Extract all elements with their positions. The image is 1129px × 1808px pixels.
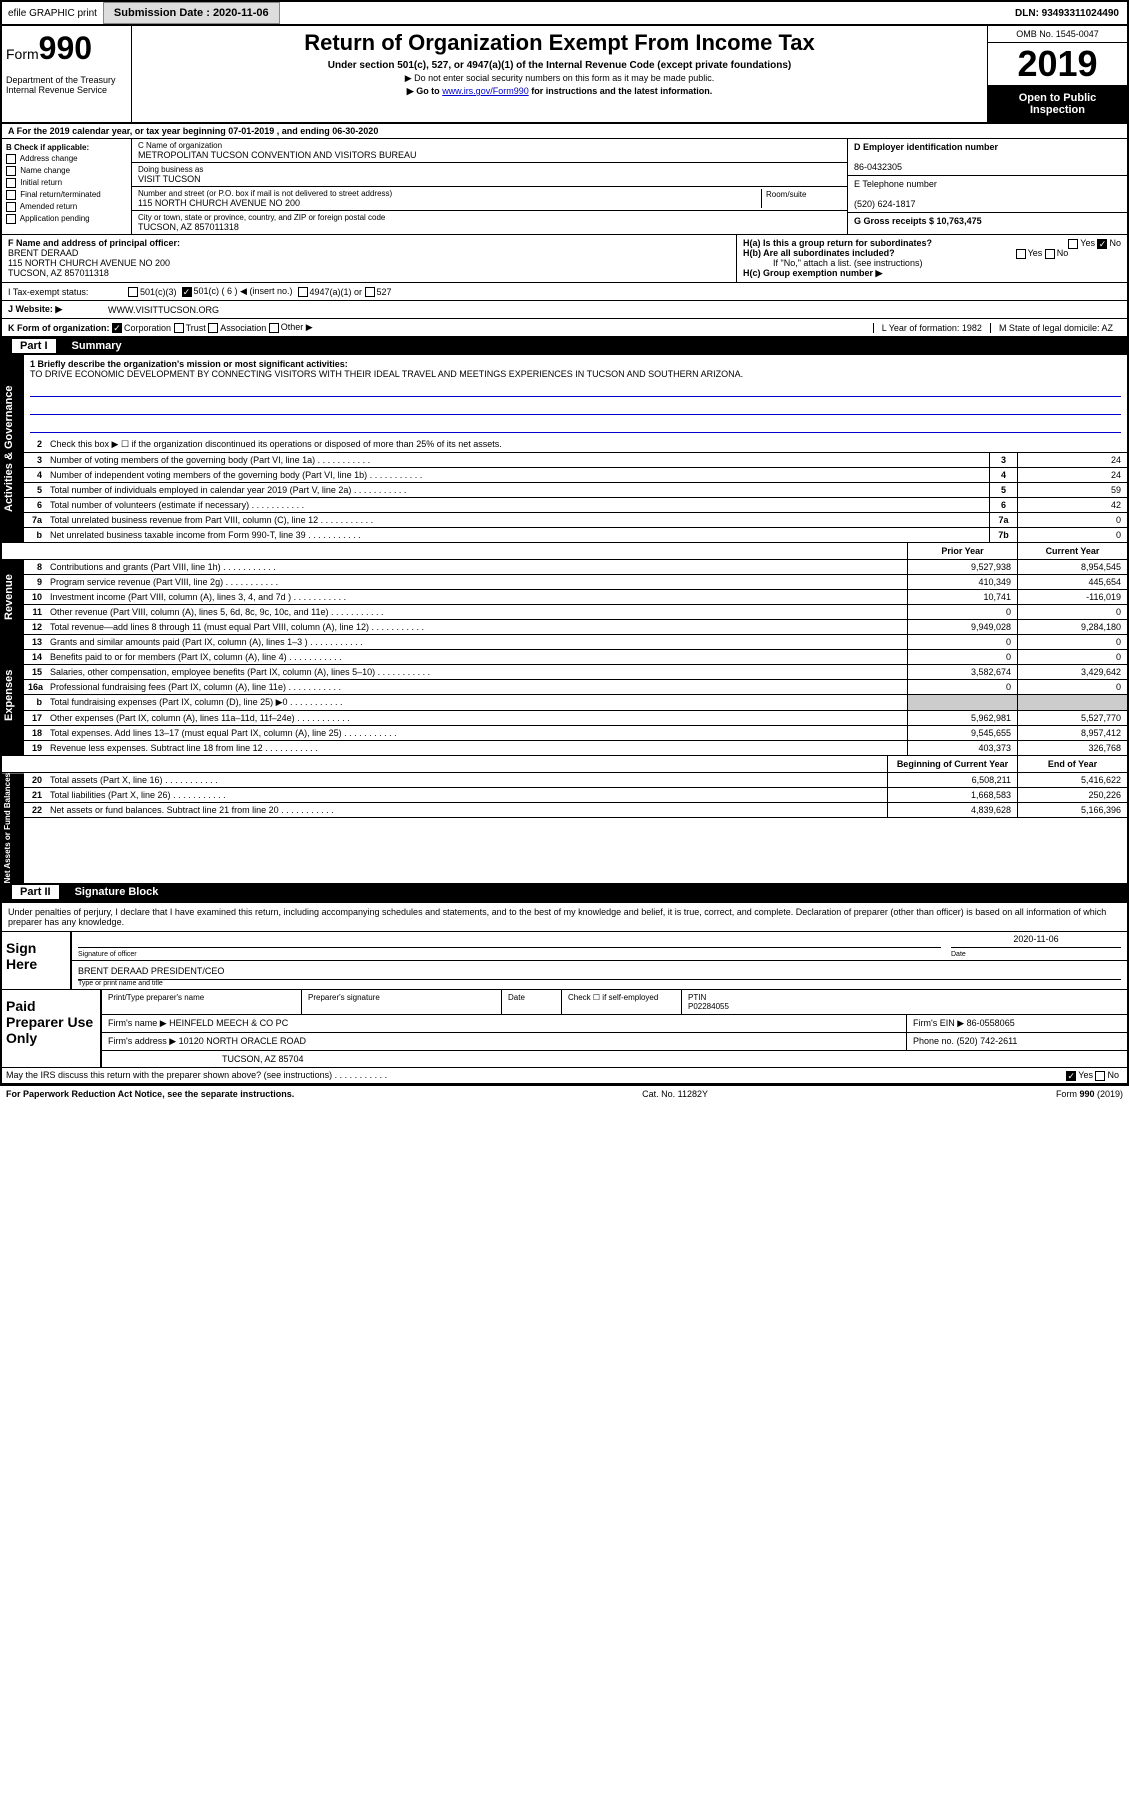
discuss-row: May the IRS discuss this return with the… [2,1068,1127,1084]
line-17: 17Other expenses (Part IX, column (A), l… [24,711,1127,726]
sign-here: Sign Here [2,932,72,989]
vtab-netassets: Net Assets or Fund Balances [2,773,24,883]
line-16a: 16aProfessional fundraising fees (Part I… [24,680,1127,695]
firm-city: TUCSON, AZ 85704 [102,1051,1127,1067]
footer: For Paperwork Reduction Act Notice, see … [0,1086,1129,1102]
line-22: 22Net assets or fund balances. Subtract … [24,803,1127,818]
website: WWW.VISITTUCSON.ORG [108,305,219,315]
line-10: 10Investment income (Part VIII, column (… [24,590,1127,605]
tax-year: 2019 [988,43,1127,86]
line-4: 4Number of independent voting members of… [24,468,1127,483]
line-18: 18Total expenses. Add lines 13–17 (must … [24,726,1127,741]
form-num: Form990 [6,30,127,67]
col-headers-2: Beginning of Current Year End of Year [2,756,1127,773]
note2: ▶ Go to www.irs.gov/Form990 for instruct… [136,86,983,97]
firm-addr: 10120 NORTH ORACLE ROAD [179,1036,306,1046]
line-3: 3Number of voting members of the governi… [24,453,1127,468]
gross-receipts: G Gross receipts $ 10,763,475 [854,216,982,226]
dln: DLN: 93493311024490 [1015,8,1127,19]
line-9: 9Program service revenue (Part VIII, lin… [24,575,1127,590]
ein: 86-0432305 [854,162,902,172]
line-14: 14Benefits paid to or for members (Part … [24,650,1127,665]
efile-label: efile GRAPHIC print [2,6,103,21]
form-sub: Under section 501(c), 527, or 4947(a)(1)… [136,60,983,71]
submission-btn[interactable]: Submission Date : 2020-11-06 [103,2,280,24]
row-j: J Website: ▶ WWW.VISITTUCSON.ORG [2,301,1127,319]
top-bar: efile GRAPHIC print Submission Date : 20… [2,2,1127,26]
line-6: 6Total number of volunteers (estimate if… [24,498,1127,513]
section-b: B Check if applicable: Address change Na… [2,139,132,234]
line-b: bTotal fundraising expenses (Part IX, co… [24,695,1127,711]
row-a: A For the 2019 calendar year, or tax yea… [2,124,1127,139]
line-21: 21Total liabilities (Part X, line 26)1,6… [24,788,1127,803]
line-5: 5Total number of individuals employed in… [24,483,1127,498]
row-k: K Form of organization: ✓ Corporation Tr… [2,319,1127,337]
ptin: P02284055 [688,1002,729,1011]
form-title: Return of Organization Exempt From Incom… [136,30,983,56]
firm-name: HEINFELD MEECH & CO PC [169,1018,288,1028]
line-20: 20Total assets (Part X, line 16)6,508,21… [24,773,1127,788]
vtab-revenue: Revenue [2,560,24,635]
mission: 1 Briefly describe the organization's mi… [24,355,1127,437]
org-name: METROPOLITAN TUCSON CONVENTION AND VISIT… [138,150,841,160]
section-c: C Name of organization METROPOLITAN TUCS… [132,139,847,234]
col-headers: Prior Year Current Year [2,543,1127,560]
form-header: Form990 Department of the Treasury Inter… [2,26,1127,124]
section-h: H(a) Is this a group return for subordin… [737,235,1127,282]
line-b: bNet unrelated business taxable income f… [24,528,1127,543]
part1-header: Part ISummary [2,337,1127,355]
note1: ▶ Do not enter social security numbers o… [136,73,983,84]
line-7a: 7aTotal unrelated business revenue from … [24,513,1127,528]
part2-header: Part IISignature Block [2,883,1127,901]
omb: OMB No. 1545-0047 [988,26,1127,43]
section-d-e-g: D Employer identification number 86-0432… [847,139,1127,234]
line-19: 19Revenue less expenses. Subtract line 1… [24,741,1127,756]
line-12: 12Total revenue—add lines 8 through 11 (… [24,620,1127,635]
dept: Department of the Treasury Internal Reve… [6,75,127,95]
line-15: 15Salaries, other compensation, employee… [24,665,1127,680]
paid-preparer: Paid Preparer Use Only [2,990,102,1067]
open-public: Open to Public Inspection [988,86,1127,122]
section-f: F Name and address of principal officer:… [2,235,737,282]
officer-name: BRENT DERAAD PRESIDENT/CEO [78,963,1121,980]
row-i: I Tax-exempt status: 501(c)(3) ✓ 501(c) … [2,283,1127,301]
firm-phone: (520) 742-2611 [957,1036,1018,1046]
irs-link[interactable]: www.irs.gov/Form990 [442,86,529,96]
city: TUCSON, AZ 857011318 [138,222,841,232]
vtab-activities: Activities & Governance [2,355,24,543]
firm-ein: 86-0558065 [967,1018,1015,1028]
declaration: Under penalties of perjury, I declare th… [2,903,1127,932]
line-8: 8Contributions and grants (Part VIII, li… [24,560,1127,575]
dba: VISIT TUCSON [138,174,841,184]
addr: 115 NORTH CHURCH AVENUE NO 200 [138,198,300,208]
phone: (520) 624-1817 [854,199,916,209]
line-13: 13Grants and similar amounts paid (Part … [24,635,1127,650]
line-11: 11Other revenue (Part VIII, column (A), … [24,605,1127,620]
vtab-expenses: Expenses [2,635,24,756]
